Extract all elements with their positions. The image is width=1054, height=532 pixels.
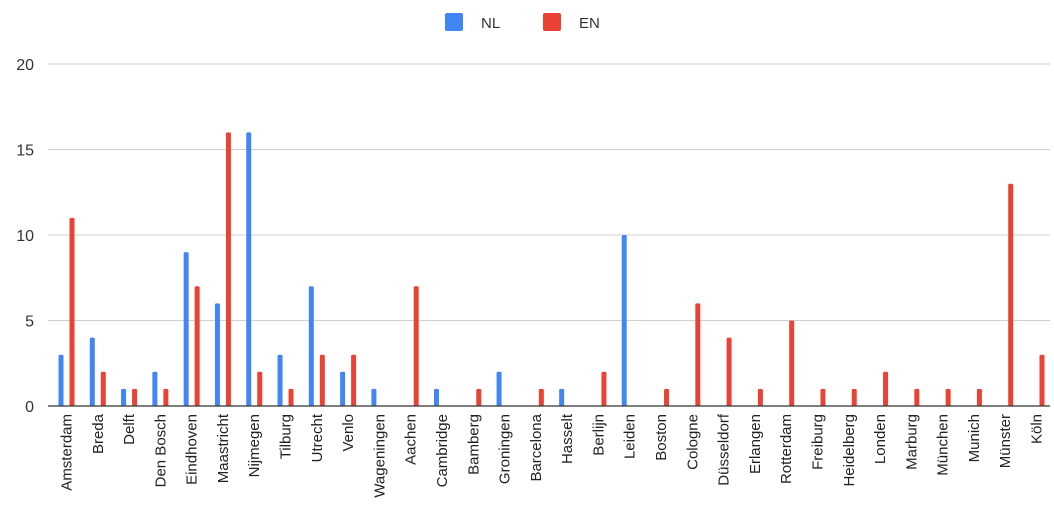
y-tick-label: 15 (16, 143, 34, 160)
y-tick-label: 10 (16, 228, 34, 245)
legend-swatch-nl (445, 13, 463, 31)
x-tick-label: Wageningen (371, 414, 388, 498)
bar-nl-16 (559, 388, 565, 406)
bar-nl-14 (496, 371, 502, 406)
bar-en-4 (194, 286, 200, 406)
x-tick-label: Freiburg (809, 414, 826, 470)
x-tick-label: Boston (653, 414, 670, 461)
x-tick-label: Marburg (903, 414, 920, 470)
x-tick-label: Heidelberg (841, 414, 858, 487)
x-tick-label: Nijmegen (246, 414, 263, 477)
bar-nl-1 (89, 337, 95, 406)
bar-nl-6 (246, 132, 252, 406)
bar-en-17 (601, 371, 607, 406)
bar-nl-9 (340, 371, 346, 406)
x-tick-label: Amsterdam (59, 414, 76, 491)
bar-nl-3 (152, 371, 158, 406)
bar-nl-0 (58, 354, 64, 406)
y-tick-label: 5 (25, 314, 34, 331)
bar-en-13 (476, 388, 482, 406)
x-tick-label: Münster (997, 414, 1014, 468)
x-tick-label: München (935, 414, 952, 476)
bar-en-0 (69, 217, 75, 406)
legend-label-en: EN (579, 15, 600, 32)
bar-nl-12 (433, 388, 439, 406)
x-tick-label: Berlijn (590, 414, 607, 456)
x-tick-label: Düsseldorf (716, 413, 733, 486)
bar-en-9 (351, 354, 357, 406)
bar-en-21 (726, 337, 732, 406)
bar-nl-7 (277, 354, 283, 406)
legend: NL EN (445, 13, 600, 32)
legend-label-nl: NL (481, 15, 500, 32)
x-tick-label: Tilburg (278, 414, 295, 459)
bar-en-30 (1008, 183, 1014, 406)
bar-nl-5 (214, 303, 220, 406)
x-tick-label: Barcelona (528, 413, 545, 481)
bar-en-22 (757, 388, 763, 406)
bar-nl-18 (621, 235, 627, 406)
x-tick-label: Venlo (340, 414, 357, 452)
bars (58, 132, 1045, 406)
y-tick-label: 0 (25, 399, 34, 416)
bar-en-15 (538, 388, 544, 406)
x-tick-label: Eindhoven (184, 414, 201, 485)
bar-en-1 (100, 371, 106, 406)
bar-en-19 (664, 388, 670, 406)
y-axis-ticks: 0 5 10 15 20 (16, 57, 34, 416)
x-tick-label: Delft (121, 413, 138, 445)
gridlines (48, 63, 1050, 321)
bar-en-7 (288, 388, 294, 406)
legend-swatch-en (543, 13, 561, 31)
bar-nl-2 (121, 388, 127, 406)
bar-en-31 (1039, 354, 1045, 406)
x-tick-label: Köln (1029, 414, 1046, 444)
bar-en-23 (789, 320, 795, 406)
x-tick-label: Erlangen (747, 414, 764, 474)
x-tick-label: Hasselt (559, 413, 576, 464)
bar-en-29 (976, 388, 982, 406)
bar-nl-8 (308, 286, 314, 406)
y-tick-label: 20 (16, 57, 34, 74)
bar-en-20 (695, 303, 701, 406)
x-tick-label: Londen (872, 414, 889, 464)
x-tick-label: Bamberg (465, 414, 482, 475)
x-tick-label: Aachen (403, 414, 420, 465)
bar-nl-10 (371, 388, 377, 406)
x-tick-label: Munich (966, 414, 983, 462)
x-tick-label: Utrecht (309, 413, 326, 462)
x-tick-label: Cambridge (434, 414, 451, 487)
x-tick-label: Den Bosch (152, 414, 169, 487)
x-tick-label: Rotterdam (778, 414, 795, 484)
bar-nl-4 (183, 252, 189, 406)
bar-en-6 (257, 371, 263, 406)
x-tick-label: Breda (90, 413, 107, 454)
bar-en-8 (319, 354, 325, 406)
bar-en-24 (820, 388, 826, 406)
bar-en-2 (132, 388, 138, 406)
bar-en-27 (914, 388, 920, 406)
bar-en-3 (163, 388, 169, 406)
bar-en-26 (883, 371, 889, 406)
x-tick-label: Groningen (497, 414, 514, 484)
x-axis-ticks: Amsterdam Breda Delft Den Bosch Eindhoven Maa… (59, 413, 1046, 498)
bar-en-28 (945, 388, 951, 406)
bar-en-25 (851, 388, 857, 406)
bar-en-11 (413, 286, 419, 406)
x-tick-label: Maastricht (215, 413, 232, 483)
x-tick-label: Cologne (684, 414, 701, 470)
bar-en-5 (225, 132, 231, 406)
x-tick-label: Leiden (622, 414, 639, 459)
